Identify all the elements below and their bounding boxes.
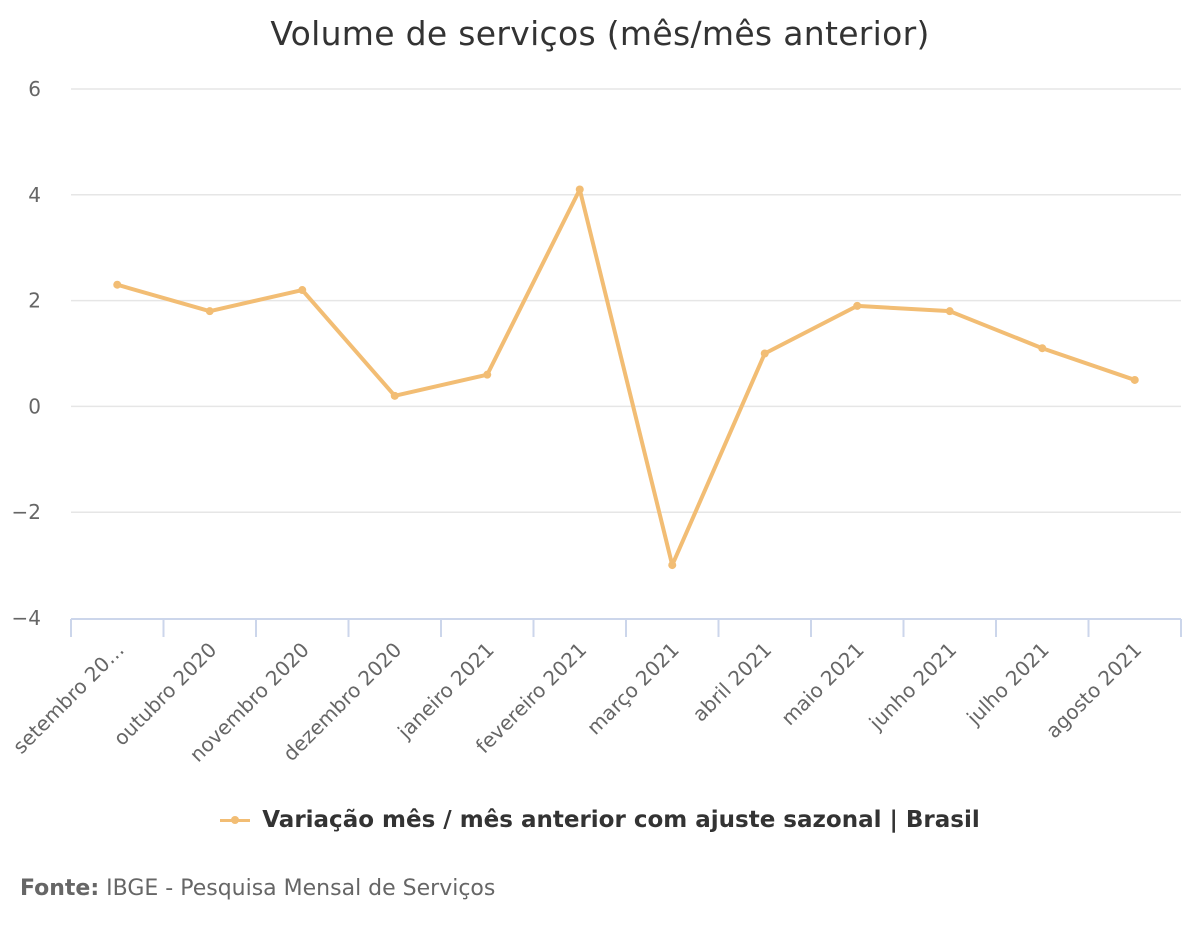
data-point (575, 185, 584, 194)
series-line (115, 187, 1137, 568)
data-point (853, 301, 862, 310)
y-tick-label: −4 (12, 606, 41, 630)
x-tick-label: julho 2021 (961, 638, 1054, 731)
chart-title: Volume de serviços (mês/mês anterior) (270, 14, 930, 53)
source-label: Fonte: (20, 876, 100, 901)
source-note: Fonte: IBGE - Pesquisa Mensal de Serviço… (20, 876, 495, 901)
x-tick-label: junho 2021 (864, 638, 962, 736)
data-point (390, 391, 399, 400)
x-tick-label: agosto 2021 (1041, 638, 1146, 743)
legend-series-symbol (220, 814, 251, 826)
y-tick-label: 2 (28, 289, 41, 313)
data-point (1038, 344, 1047, 353)
y-tick-label: 4 (28, 183, 41, 207)
legend-series-label[interactable]: Variação mês / mês anterior com ajuste s… (262, 807, 980, 833)
x-tick-label: março 2021 (582, 638, 684, 740)
data-point (483, 370, 492, 379)
y-tick-label: −2 (12, 500, 41, 524)
data-point (1130, 375, 1139, 384)
data-point (668, 561, 677, 570)
legend[interactable]: Variação mês / mês anterior com ajuste s… (0, 807, 1200, 833)
y-tick-label: 0 (28, 394, 41, 418)
data-point (205, 307, 214, 316)
data-point (113, 280, 122, 289)
data-point (945, 307, 954, 316)
source-text: IBGE - Pesquisa Mensal de Serviços (106, 876, 496, 901)
y-tick-label: 6 (28, 77, 41, 101)
data-point (760, 349, 769, 358)
x-tick-label: setembro 20… (8, 638, 129, 759)
x-tick-label: abril 2021 (688, 638, 777, 727)
data-point (298, 286, 307, 295)
x-tick-label: maio 2021 (776, 638, 868, 730)
